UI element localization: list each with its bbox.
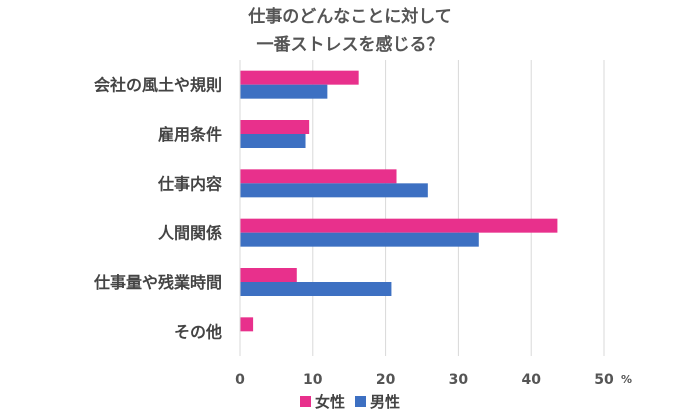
- category-label-2: 仕事内容: [157, 174, 222, 193]
- category-label-1: 雇用条件: [158, 125, 222, 144]
- x-unit-label: %: [621, 373, 632, 386]
- bar-female-2: [240, 169, 397, 184]
- bar-male-3: [240, 232, 479, 247]
- category-label-4: 仕事量や残業時間: [93, 273, 222, 292]
- legend-item-male: 男性: [355, 391, 400, 412]
- category-label-0: 会社の風土や規則: [94, 76, 222, 95]
- bar-male-2: [240, 183, 428, 198]
- legend-label-male: 男性: [370, 393, 401, 411]
- legend-label-female: 女性: [314, 393, 345, 411]
- chart-title-line-1: 仕事のどんなことに対して: [248, 7, 452, 27]
- x-tick-label-0: 0: [235, 372, 245, 388]
- bar-female-5: [240, 317, 254, 332]
- legend-item-female: 女性: [299, 391, 345, 412]
- bar-male-0: [240, 84, 328, 99]
- bar-male-1: [240, 134, 306, 148]
- bar-female-3: [240, 218, 558, 233]
- x-tick-label-1: 10: [303, 372, 323, 388]
- legend: 女性 男性: [0, 391, 700, 412]
- legend-swatch-male: [355, 396, 366, 407]
- chart-title-line-2: 一番ストレスを感じる？: [256, 35, 444, 55]
- category-label-5: その他: [174, 322, 222, 341]
- x-tick-label-3: 30: [449, 372, 469, 388]
- legend-swatch-female: [299, 396, 311, 407]
- x-tick-label-4: 40: [521, 372, 541, 388]
- x-tick-label-5: 50: [594, 372, 614, 388]
- category-label-3: 人間関係: [158, 224, 222, 243]
- bar-male-4: [240, 282, 392, 296]
- bar-female-4: [240, 268, 297, 282]
- x-tick-label-2: 20: [376, 372, 396, 388]
- bar-female-1: [240, 120, 310, 134]
- bar-female-0: [240, 70, 359, 85]
